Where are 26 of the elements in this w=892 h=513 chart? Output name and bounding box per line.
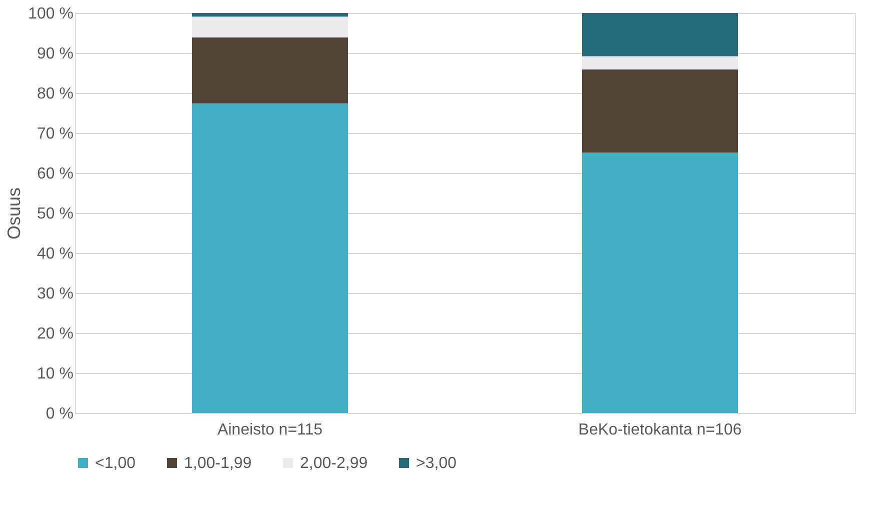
x-tick-label: Aineisto n=115 [217,422,323,438]
bar [192,13,348,17]
y-tick-label: 50 % [37,206,74,222]
bar [582,152,738,413]
legend-label: 2,00-2,99 [300,455,368,472]
y-tick-label: 30 % [37,286,74,302]
y-tick-label: 100 % [28,6,74,22]
bar [582,56,738,70]
legend-label: 1,00-1,99 [184,455,252,472]
y-tick-label: 0 % [46,406,74,422]
y-tick-label: 10 % [37,366,74,382]
legend-label: >3,00 [416,455,457,472]
bar [192,103,348,413]
y-tick-label: 70 % [37,126,74,142]
bar [582,69,738,153]
bar [192,16,348,38]
legend-label: <1,00 [95,455,136,472]
y-tick-label: 20 % [37,326,74,342]
y-tick-label: 90 % [37,46,74,62]
y-tick-label: 80 % [37,86,74,102]
y-tick-label: 60 % [37,166,74,182]
bar [192,37,348,104]
x-tick-label: BeKo-tietokanta n=106 [578,422,742,438]
y-axis-title: Osuus [4,187,24,240]
y-tick-label: 40 % [37,246,74,262]
bar [582,13,738,56]
